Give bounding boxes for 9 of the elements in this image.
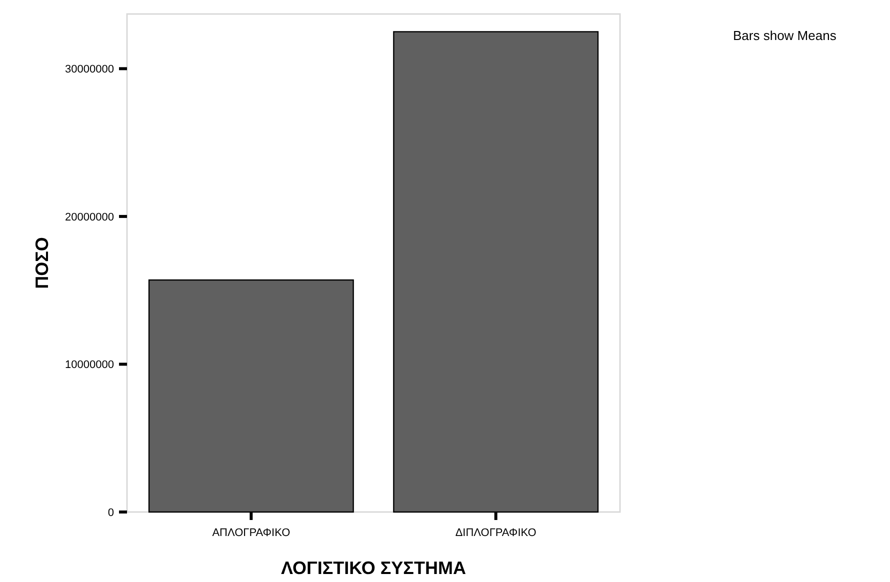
y-tick-label: 20000000 <box>65 211 114 224</box>
y-tick-label: 30000000 <box>65 64 114 76</box>
x-axis-title: ΛΟΓΙΣΤΙΚΟ ΣΥΣΤΗΜΑ <box>281 558 466 578</box>
y-tick-label: 0 <box>108 506 114 519</box>
x-tick-label: ΑΠΛΟΓΡΑΦΙΚΟ <box>212 527 291 539</box>
text: Bars show Means <box>733 28 837 43</box>
x-tick-label: ΔΙΠΛΟΓΡΑΦΙΚΟ <box>455 527 537 539</box>
y-tick-label: 10000000 <box>65 359 114 372</box>
y-axis-title: ΠΟΣΟ <box>32 237 52 289</box>
